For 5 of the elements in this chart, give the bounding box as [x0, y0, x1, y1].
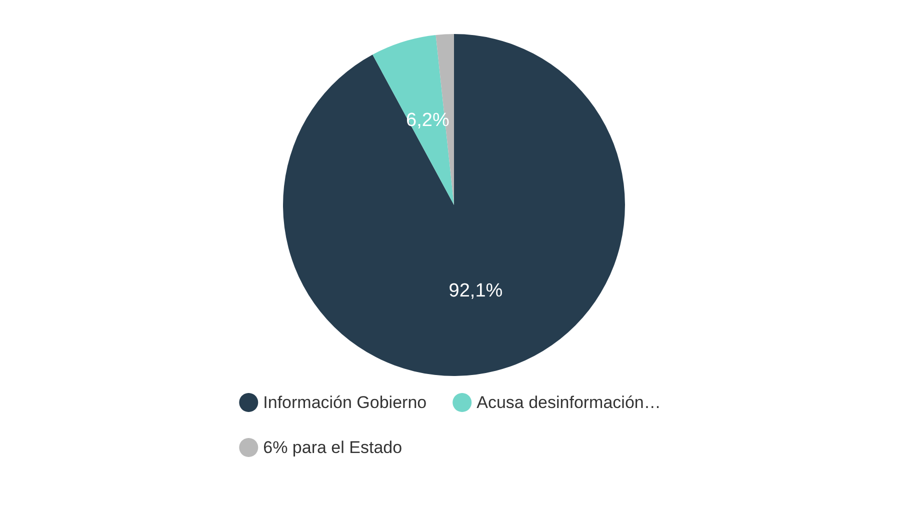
legend-label: Información Gobierno	[263, 393, 427, 412]
legend-label: 6% para el Estado	[263, 438, 402, 457]
data-label: 92,1%	[448, 280, 503, 302]
legend-label: Acusa desinformación…	[476, 393, 661, 412]
data-label: 6,2%	[406, 110, 450, 131]
